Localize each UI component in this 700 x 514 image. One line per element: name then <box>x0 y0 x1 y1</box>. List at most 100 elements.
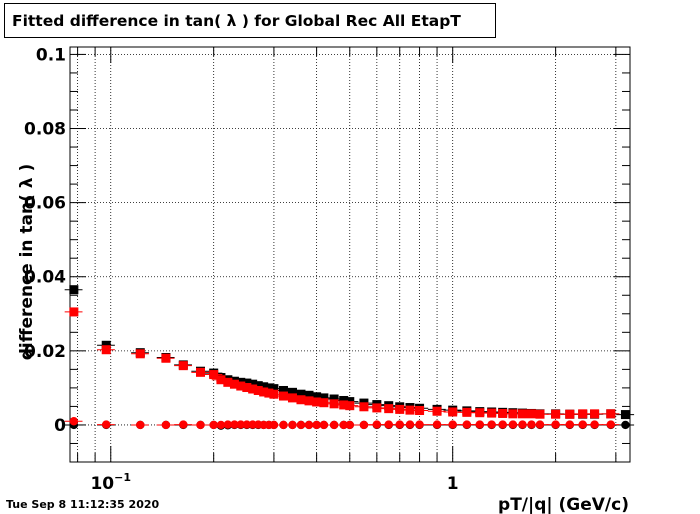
data-point <box>405 420 415 429</box>
data-point <box>269 420 279 430</box>
data-point <box>590 420 599 429</box>
data-point <box>565 420 574 429</box>
data-point <box>259 387 269 397</box>
data-point <box>432 406 442 416</box>
data-point <box>329 394 339 404</box>
data-point <box>384 420 393 429</box>
data-point <box>264 388 274 398</box>
data-point <box>304 390 314 400</box>
y-tick-label: 0 <box>54 416 66 436</box>
data-point <box>253 385 263 395</box>
data-point <box>196 420 205 430</box>
data-point <box>312 397 322 407</box>
series-2 <box>64 307 620 419</box>
data-point <box>329 399 339 409</box>
data-point <box>578 420 587 429</box>
data-point <box>448 420 457 429</box>
data-point <box>475 420 484 429</box>
data-point <box>551 409 561 419</box>
data-point <box>498 420 507 429</box>
data-point <box>339 400 349 410</box>
y-tick-label: 0.06 <box>24 194 66 214</box>
data-point <box>621 420 630 430</box>
data-point <box>69 417 79 426</box>
data-point <box>395 404 405 414</box>
data-point <box>253 381 263 391</box>
data-point <box>620 410 630 420</box>
y-axis-label: difference in tan( λ ) <box>17 164 37 361</box>
data-point <box>475 408 485 418</box>
data-point <box>319 393 329 403</box>
data-point <box>236 381 246 391</box>
data-point <box>161 353 171 363</box>
data-point <box>395 420 404 429</box>
data-point <box>487 420 496 429</box>
data-point <box>269 384 279 394</box>
data-point <box>101 345 111 355</box>
y-tick-label: 0.04 <box>24 268 66 288</box>
y-tick-labels: 0 0.02 0.04 0.06 0.08 0.1 <box>24 45 66 436</box>
data-point <box>535 409 545 419</box>
data-point <box>372 403 382 413</box>
grid <box>70 47 630 462</box>
data-point <box>405 405 415 415</box>
data-point <box>384 404 394 414</box>
x-tick-labels: 10−1 1 <box>90 471 458 494</box>
data-point <box>69 285 79 295</box>
data-point <box>359 402 369 412</box>
data-point <box>179 420 188 429</box>
data-point <box>535 420 545 429</box>
data-point <box>345 420 354 430</box>
data-point <box>415 420 424 429</box>
data-point <box>102 420 111 429</box>
data-point <box>508 409 518 419</box>
data-point <box>448 407 458 417</box>
data-point <box>590 409 600 419</box>
data-point <box>551 420 560 429</box>
data-point <box>329 420 339 430</box>
data-point <box>69 307 79 317</box>
data-point <box>195 367 205 377</box>
data-point <box>415 405 425 415</box>
data-point <box>578 409 588 419</box>
data-point <box>161 420 171 430</box>
data-point <box>304 396 314 406</box>
data-point <box>216 375 226 385</box>
data-point <box>296 395 306 405</box>
x-axis-label: pT/|q| (GeV/c) <box>498 495 629 514</box>
data-point <box>287 387 297 397</box>
data-point <box>259 382 269 392</box>
data-point <box>312 392 322 402</box>
data-point <box>269 389 279 399</box>
data-point <box>432 420 442 429</box>
data-point <box>372 420 382 429</box>
data-point <box>287 393 297 403</box>
data-point <box>606 409 616 419</box>
data-point <box>136 420 145 430</box>
data-point <box>319 398 329 408</box>
x-tick-label: 10−1 <box>90 471 131 494</box>
y-tick-label: 0.08 <box>24 120 66 140</box>
data-point <box>462 420 472 429</box>
data-point <box>248 379 258 389</box>
data-point <box>359 420 369 430</box>
data-point <box>278 385 288 395</box>
data-point <box>319 420 329 430</box>
timestamp: Tue Sep 8 11:12:35 2020 <box>6 498 160 511</box>
data-point <box>345 401 355 411</box>
axis-ticks <box>70 47 630 463</box>
y-tick-label: 0.02 <box>24 342 66 362</box>
data-point <box>248 384 258 394</box>
x-tick-label: 1 <box>447 474 459 494</box>
data-point <box>223 377 233 387</box>
data-point <box>209 370 219 380</box>
data-point <box>135 349 145 359</box>
data-point <box>178 361 188 371</box>
data-point <box>264 383 274 393</box>
data-point <box>565 409 575 419</box>
y-tick-label: 0.1 <box>36 45 66 65</box>
data-point <box>498 408 508 418</box>
data-point <box>278 391 288 401</box>
data-point <box>229 379 239 389</box>
